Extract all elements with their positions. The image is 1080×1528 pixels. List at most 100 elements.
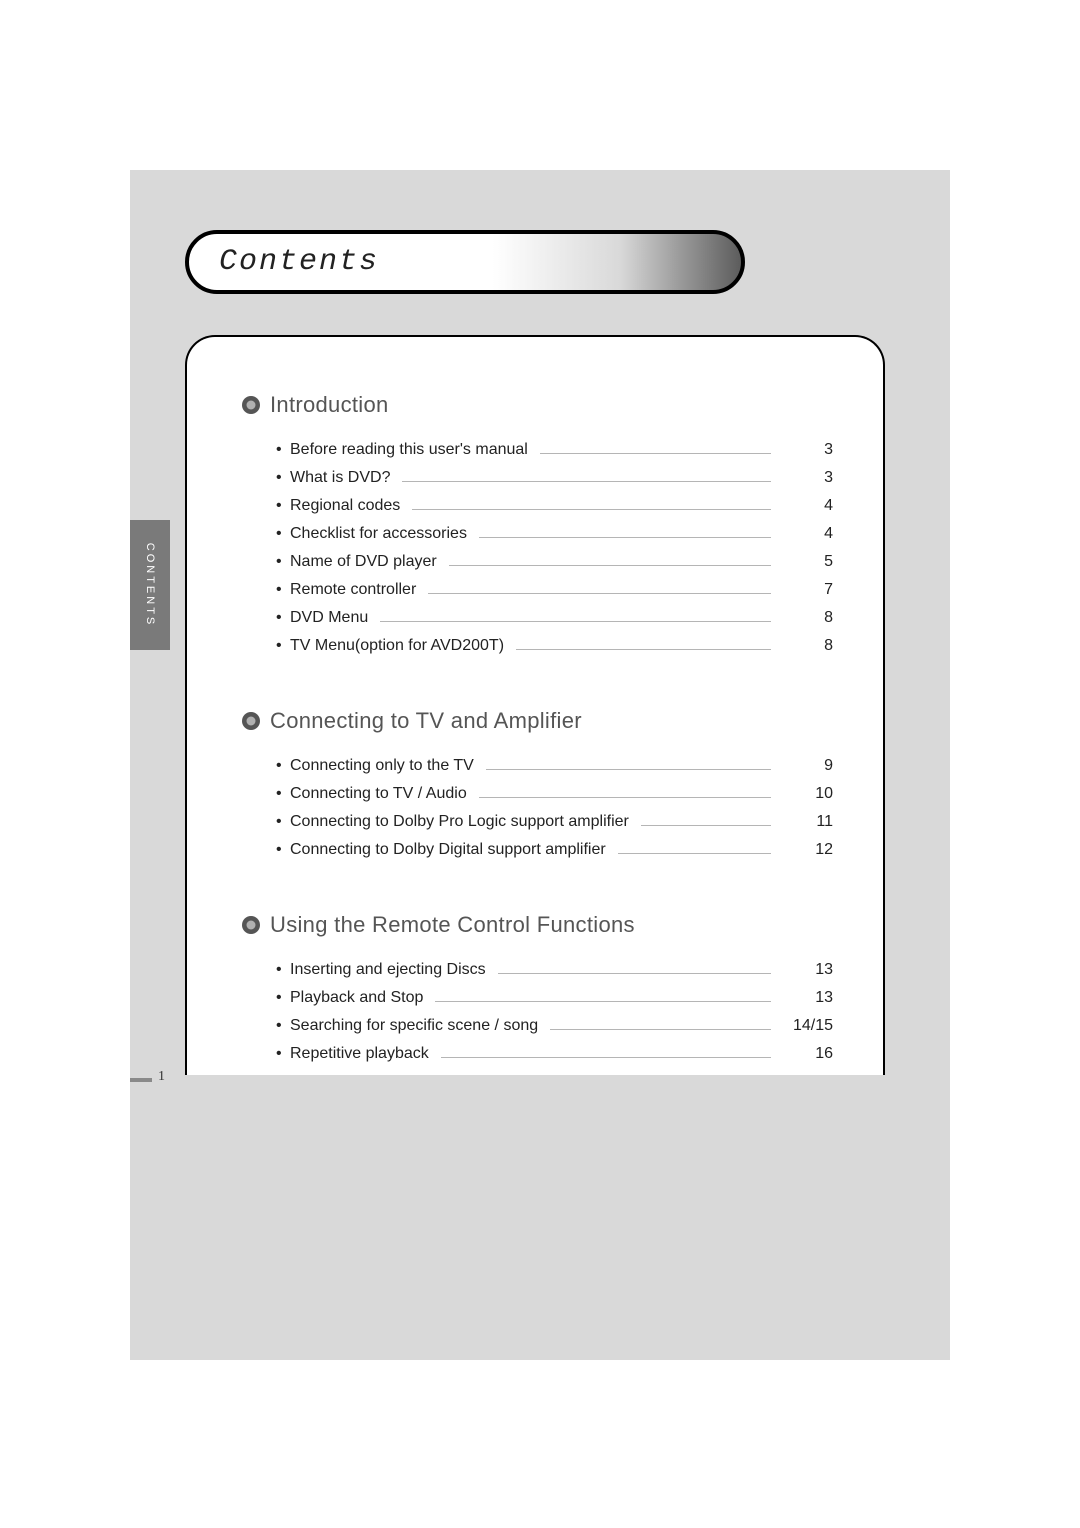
toc-page: 3 <box>783 470 833 486</box>
toc-page: 16 <box>783 1046 833 1062</box>
toc-label: Inserting and ejecting Discs <box>290 962 486 978</box>
manual-page: Contents CONTENTS Introduction •Before r… <box>130 170 950 1360</box>
toc-item: •Remote controller 7 <box>276 576 833 604</box>
toc-item: •Repetitive playback 16 <box>276 1040 833 1068</box>
toc-label: Repetitive playback <box>290 1046 429 1062</box>
toc-label: What is DVD? <box>290 470 390 486</box>
bullet-dot-icon: • <box>276 786 290 802</box>
section-items: •Connecting only to the TV9 •Connecting … <box>242 752 833 864</box>
toc-item: •What is DVD? 3 <box>276 464 833 492</box>
toc-leader <box>435 1001 771 1002</box>
toc-page: 7 <box>783 582 833 598</box>
toc-page: 11 <box>783 814 833 830</box>
toc-page: 4 <box>783 526 833 542</box>
toc-label: Checklist for accessories <box>290 526 467 542</box>
toc-leader <box>486 769 771 770</box>
section-head: Connecting to TV and Amplifier <box>242 708 833 734</box>
toc-item: •Name of DVD player 5 <box>276 548 833 576</box>
toc-item: •Checklist for accessories 4 <box>276 520 833 548</box>
toc-item: •Connecting only to the TV 9 <box>276 752 833 780</box>
bullet-dot-icon: • <box>276 842 290 858</box>
toc-item: •Inserting and ejecting Discs 13 <box>276 956 833 984</box>
toc-label: Regional codes <box>290 498 400 514</box>
toc-leader <box>412 509 771 510</box>
toc-label: Connecting only to the TV <box>290 758 474 774</box>
bullet-dot-icon: • <box>276 1046 290 1062</box>
toc-label: Connecting to Dolby Pro Logic support am… <box>290 814 629 830</box>
bullet-dot-icon: • <box>276 582 290 598</box>
page-title: Contents <box>219 245 379 279</box>
toc-leader <box>428 593 771 594</box>
side-tab: CONTENTS <box>130 520 170 650</box>
toc-item: •Connecting to Dolby Pro Logic support a… <box>276 808 833 836</box>
toc-label: TV Menu(option for AVD200T) <box>290 638 504 654</box>
section-introduction: Introduction •Before reading this user's… <box>242 392 833 660</box>
bullet-dot-icon: • <box>276 814 290 830</box>
toc-leader <box>540 453 771 454</box>
section-remote: Using the Remote Control Functions •Inse… <box>242 912 833 1068</box>
toc-page: 12 <box>783 842 833 858</box>
bullet-dot-icon: • <box>276 442 290 458</box>
section-items: •Inserting and ejecting Discs13 •Playbac… <box>242 956 833 1068</box>
bullet-dot-icon: • <box>276 962 290 978</box>
bullet-dot-icon: • <box>276 470 290 486</box>
disc-icon <box>242 712 260 730</box>
section-items: •Before reading this user's manual3 •Wha… <box>242 436 833 660</box>
toc-leader <box>441 1057 771 1058</box>
toc-page: 8 <box>783 610 833 626</box>
bullet-dot-icon: • <box>276 554 290 570</box>
toc-leader <box>449 565 771 566</box>
title-pill-bg: Contents <box>185 230 745 294</box>
page-number: 1 <box>158 1069 165 1085</box>
section-title: Introduction <box>270 392 389 418</box>
section-title: Using the Remote Control Functions <box>270 912 635 938</box>
toc-leader <box>641 825 771 826</box>
disc-icon <box>242 396 260 414</box>
toc-leader <box>498 973 771 974</box>
toc-page: 3 <box>783 442 833 458</box>
toc-page: 8 <box>783 638 833 654</box>
disc-icon <box>242 916 260 934</box>
section-connecting: Connecting to TV and Amplifier •Connecti… <box>242 708 833 864</box>
bullet-dot-icon: • <box>276 610 290 626</box>
toc-label: Remote controller <box>290 582 416 598</box>
toc-leader <box>618 853 771 854</box>
toc-label: Connecting to Dolby Digital support ampl… <box>290 842 606 858</box>
toc-page: 4 <box>783 498 833 514</box>
bullet-dot-icon: • <box>276 758 290 774</box>
toc-leader <box>479 797 771 798</box>
toc-leader <box>402 481 771 482</box>
toc-leader <box>479 537 771 538</box>
section-title: Connecting to TV and Amplifier <box>270 708 582 734</box>
side-tab-label: CONTENTS <box>144 543 156 628</box>
toc-item: •Searching for specific scene / song 14/1… <box>276 1012 833 1040</box>
contents-card: Introduction •Before reading this user's… <box>185 335 885 1075</box>
toc-leader <box>550 1029 771 1030</box>
toc-item: •Connecting to TV / Audio10 <box>276 780 833 808</box>
bullet-dot-icon: • <box>276 526 290 542</box>
toc-label: DVD Menu <box>290 610 368 626</box>
toc-page: 13 <box>783 962 833 978</box>
toc-item: •DVD Menu 8 <box>276 604 833 632</box>
toc-label: Before reading this user's manual <box>290 442 528 458</box>
toc-leader <box>516 649 771 650</box>
bullet-dot-icon: • <box>276 1018 290 1034</box>
toc-leader <box>380 621 771 622</box>
toc-label: Connecting to TV / Audio <box>290 786 467 802</box>
toc-item: •Connecting to Dolby Digital support amp… <box>276 836 833 864</box>
toc-label: Searching for specific scene / song <box>290 1018 538 1034</box>
toc-item: •Before reading this user's manual 3 <box>276 436 833 464</box>
toc-page: 5 <box>783 554 833 570</box>
toc-item: •Playback and Stop13 <box>276 984 833 1012</box>
bullet-dot-icon: • <box>276 638 290 654</box>
title-pill: Contents <box>185 230 745 294</box>
toc-page: 9 <box>783 758 833 774</box>
toc-page: 13 <box>783 990 833 1006</box>
bullet-dot-icon: • <box>276 498 290 514</box>
toc-item: •TV Menu(option for AVD200T) 8 <box>276 632 833 660</box>
toc-page: 14/15 <box>783 1018 833 1034</box>
toc-label: Name of DVD player <box>290 554 437 570</box>
bullet-dot-icon: • <box>276 990 290 1006</box>
page-number-rule <box>130 1078 152 1082</box>
section-head: Introduction <box>242 392 833 418</box>
